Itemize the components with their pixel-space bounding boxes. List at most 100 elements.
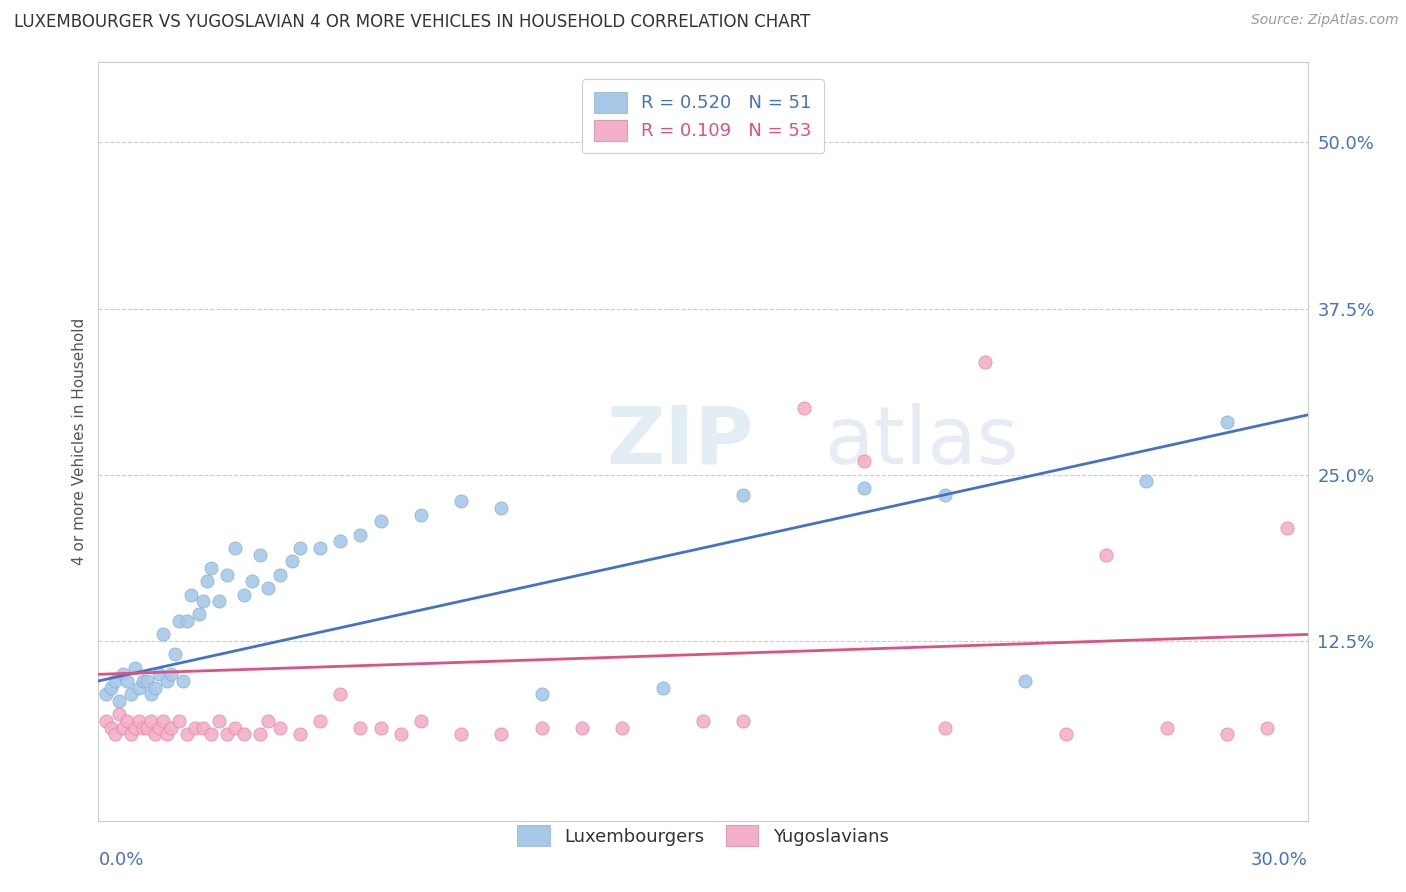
Point bbox=[232, 587, 254, 601]
Point bbox=[288, 727, 311, 741]
Point bbox=[853, 454, 876, 468]
Point bbox=[115, 714, 138, 728]
Point bbox=[651, 681, 673, 695]
Point bbox=[793, 401, 815, 416]
Point bbox=[124, 661, 146, 675]
Point bbox=[288, 541, 311, 555]
Point bbox=[450, 727, 472, 741]
Text: 30.0%: 30.0% bbox=[1251, 851, 1308, 869]
Point bbox=[208, 594, 231, 608]
Point bbox=[100, 681, 122, 695]
Point bbox=[249, 727, 271, 741]
Point bbox=[160, 721, 183, 735]
Point bbox=[132, 673, 155, 688]
Text: ZIP: ZIP bbox=[606, 402, 754, 481]
Point bbox=[208, 714, 231, 728]
Text: atlas: atlas bbox=[824, 402, 1018, 481]
Point bbox=[1135, 475, 1157, 489]
Legend: Luxembourgers, Yugoslavians: Luxembourgers, Yugoslavians bbox=[510, 818, 896, 854]
Point bbox=[160, 667, 183, 681]
Point bbox=[111, 667, 134, 681]
Point bbox=[409, 508, 432, 522]
Point bbox=[256, 714, 278, 728]
Text: LUXEMBOURGER VS YUGOSLAVIAN 4 OR MORE VEHICLES IN HOUSEHOLD CORRELATION CHART: LUXEMBOURGER VS YUGOSLAVIAN 4 OR MORE VE… bbox=[14, 13, 810, 31]
Y-axis label: 4 or more Vehicles in Household: 4 or more Vehicles in Household bbox=[72, 318, 87, 566]
Point bbox=[1216, 727, 1239, 741]
Point bbox=[224, 721, 246, 735]
Point bbox=[281, 554, 304, 568]
Point bbox=[1256, 721, 1278, 735]
Point bbox=[111, 721, 134, 735]
Point bbox=[249, 548, 271, 562]
Point bbox=[491, 727, 513, 741]
Point bbox=[163, 648, 186, 662]
Point bbox=[329, 534, 352, 549]
Point bbox=[143, 681, 166, 695]
Text: 0.0%: 0.0% bbox=[98, 851, 143, 869]
Point bbox=[217, 727, 239, 741]
Point bbox=[96, 687, 118, 701]
Point bbox=[329, 687, 352, 701]
Point bbox=[1156, 721, 1178, 735]
Point bbox=[733, 488, 755, 502]
Point bbox=[224, 541, 246, 555]
Point bbox=[256, 581, 278, 595]
Point bbox=[180, 587, 202, 601]
Point bbox=[269, 567, 291, 582]
Point bbox=[115, 673, 138, 688]
Point bbox=[139, 687, 162, 701]
Point bbox=[692, 714, 714, 728]
Point bbox=[733, 714, 755, 728]
Point bbox=[370, 721, 392, 735]
Point bbox=[184, 721, 207, 735]
Point bbox=[934, 721, 956, 735]
Point bbox=[1216, 415, 1239, 429]
Point bbox=[934, 488, 956, 502]
Point bbox=[409, 714, 432, 728]
Point bbox=[370, 514, 392, 528]
Point bbox=[530, 687, 553, 701]
Point bbox=[193, 594, 215, 608]
Point bbox=[612, 721, 634, 735]
Point bbox=[152, 627, 174, 641]
Point bbox=[1277, 521, 1299, 535]
Point bbox=[172, 673, 194, 688]
Point bbox=[1014, 673, 1036, 688]
Point bbox=[269, 721, 291, 735]
Point bbox=[195, 574, 218, 589]
Point bbox=[148, 667, 170, 681]
Point bbox=[1095, 548, 1118, 562]
Point bbox=[148, 721, 170, 735]
Point bbox=[120, 687, 142, 701]
Point bbox=[530, 721, 553, 735]
Point bbox=[156, 727, 179, 741]
Point bbox=[143, 727, 166, 741]
Point bbox=[107, 707, 129, 722]
Point bbox=[389, 727, 412, 741]
Point bbox=[103, 727, 125, 741]
Point bbox=[176, 727, 198, 741]
Point bbox=[167, 714, 190, 728]
Point bbox=[128, 681, 150, 695]
Point bbox=[135, 673, 157, 688]
Point bbox=[309, 714, 332, 728]
Point bbox=[200, 727, 222, 741]
Point bbox=[132, 721, 155, 735]
Point bbox=[107, 694, 129, 708]
Point bbox=[349, 527, 371, 541]
Point bbox=[571, 721, 593, 735]
Point bbox=[349, 721, 371, 735]
Point bbox=[309, 541, 332, 555]
Text: Source: ZipAtlas.com: Source: ZipAtlas.com bbox=[1251, 13, 1399, 28]
Point bbox=[217, 567, 239, 582]
Point bbox=[139, 714, 162, 728]
Point bbox=[1054, 727, 1077, 741]
Point bbox=[128, 714, 150, 728]
Point bbox=[200, 561, 222, 575]
Point bbox=[103, 673, 125, 688]
Point bbox=[974, 355, 997, 369]
Point bbox=[167, 614, 190, 628]
Point bbox=[853, 481, 876, 495]
Point bbox=[491, 501, 513, 516]
Point bbox=[176, 614, 198, 628]
